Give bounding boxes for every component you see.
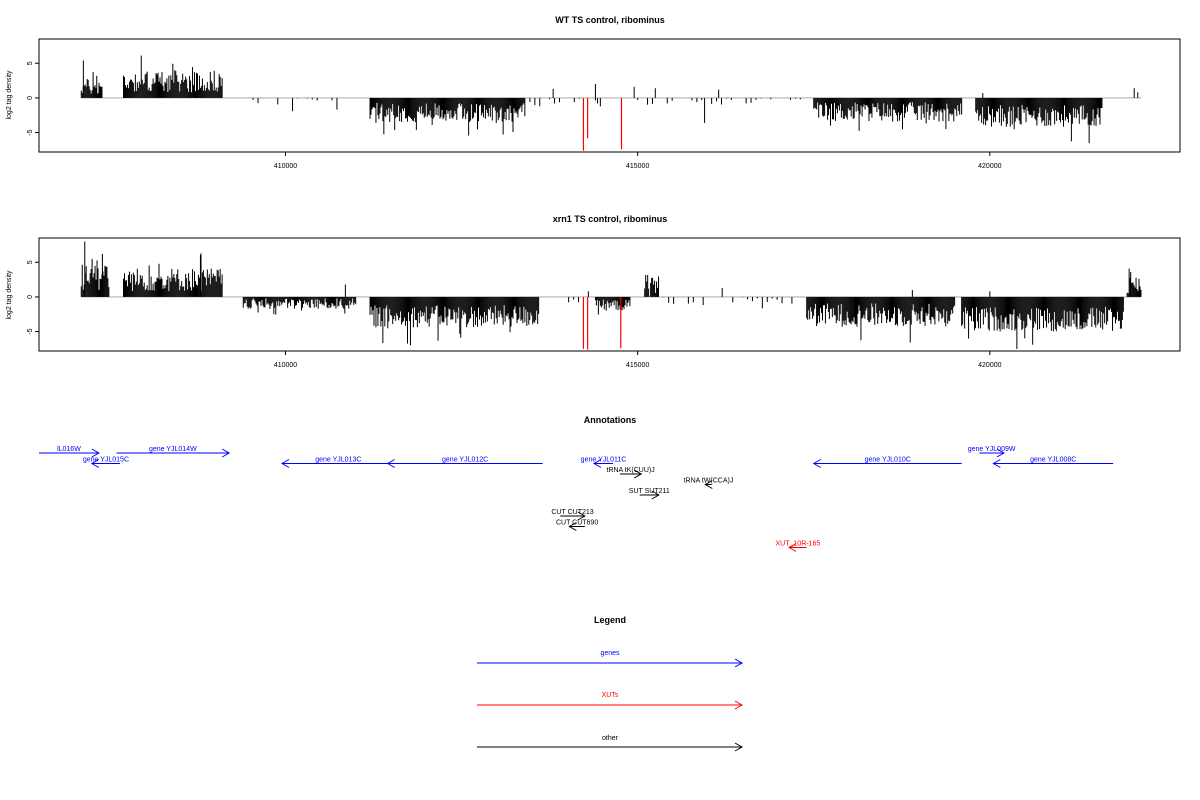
plot-frame [38,38,1181,153]
panel-title: WT TS control, ribominus [555,15,665,25]
feature-other: tRNA tK(CUU)J [607,467,655,479]
feature-arrowhead [704,480,713,489]
coverage-bars [80,55,1142,151]
y-tick-label: -5 [27,328,34,334]
legend-item-xuts: XUTs [477,692,744,710]
x-tick-label: 410000 [274,163,297,170]
feature-gene: gene YJL014W [116,446,231,458]
x-axis: 410000 415000 420000 [274,152,1002,170]
feature-arrowhead [386,459,395,468]
panel-title: xrn1 TS control, ribominus [553,214,668,224]
feature-gene: gene YJL012C [386,457,543,468]
feature-gene: gene YJL013C [280,457,395,468]
feature-other: tRNA tW(CCA)J [684,478,734,489]
feature-arrowhead [568,522,577,531]
feature-arrowhead [280,459,290,468]
feature-gene: gene YJL008C [992,457,1114,468]
y-tick-label: 5 [27,260,34,264]
feature-label: gene YJL011C [581,457,627,464]
x-tick-label: 415000 [626,163,649,170]
x-tick-label: 420000 [978,362,1001,369]
y-tick-label: 5 [27,61,34,65]
feature-arrowhead [996,448,1005,458]
feature-other: CUT CUT213 [551,509,594,521]
feature-arrowhead [788,543,797,552]
feature-arrowhead [592,459,602,468]
feature-arrowhead [812,459,822,468]
feature-label: gene YJL014W [149,446,197,453]
feature-arrowhead [651,490,660,500]
feature-xut: XUT_10R-165 [776,541,821,552]
annotations-title: Annotations [584,415,637,425]
xrn1-coverage-panel: xrn1 TS control, ribominus log2 tag dens… [6,214,1181,369]
feature-label: gene YJL012C [442,457,488,464]
legend-item-genes: genes [477,650,744,668]
feature-arrowhead [90,459,100,468]
feature-label: tRNA tW(CCA)J [684,478,734,485]
feature-label: gene YJL015C [83,457,129,464]
feature-arrowhead [91,448,100,458]
legend-label: genes [600,650,620,657]
feature-label: gene YJL013C [315,457,361,464]
feature-label: gene YJL010C [865,457,911,464]
y-axis: 5 0 -5 [27,61,39,136]
x-tick-label: 410000 [274,362,297,369]
x-axis: 410000 415000 420000 [274,351,1002,369]
legend-arrowhead [734,658,744,668]
feature-arrowhead [992,459,1001,468]
feature-label: SUT SUT211 [629,488,670,495]
x-tick-label: 415000 [626,362,649,369]
feature-gene: gene YJL015C [83,457,129,468]
feature-gene: gene YJL011C [581,457,627,468]
feature-arrowhead [633,469,643,479]
y-axis-label: log2 tag density [6,70,13,120]
x-tick-label: 420000 [978,163,1001,170]
legend-label: XUTs [602,692,619,699]
plot-frame [38,237,1181,352]
feature-label: tRNA tK(CUU)J [607,467,655,474]
feature-gene: lL016W [39,446,100,458]
legend-item-other: other [477,735,744,752]
y-tick-label: 0 [27,295,34,299]
legend-arrowhead [734,700,744,710]
feature-other: SUT SUT211 [629,488,670,500]
feature-arrowhead [221,448,231,458]
y-tick-label: 0 [27,96,34,100]
feature-label: gene YJL009W [968,446,1016,453]
y-axis: 5 0 -5 [27,260,39,335]
legend: Legend genes XUTs other [477,615,744,752]
coverage-bars [80,241,1142,350]
feature-label: CUT CUT690 [556,520,598,527]
feature-arrowhead [577,511,586,521]
feature-gene: gene YJL009W [968,446,1016,458]
legend-label: other [602,735,619,742]
feature-label: CUT CUT213 [551,509,593,516]
feature-label: gene YJL008C [1030,457,1076,464]
y-axis-label: log2 tag density [6,270,13,320]
legend-title: Legend [594,615,626,625]
feature-other: CUT CUT690 [556,520,598,531]
feature-gene: gene YJL010C [812,457,962,468]
y-tick-label: -5 [27,129,34,135]
feature-label: XUT_10R-165 [776,541,821,548]
wt-coverage-panel: WT TS control, ribominus log2 tag densit… [6,15,1181,170]
legend-arrowhead [734,742,744,752]
feature-label: lL016W [57,446,81,453]
